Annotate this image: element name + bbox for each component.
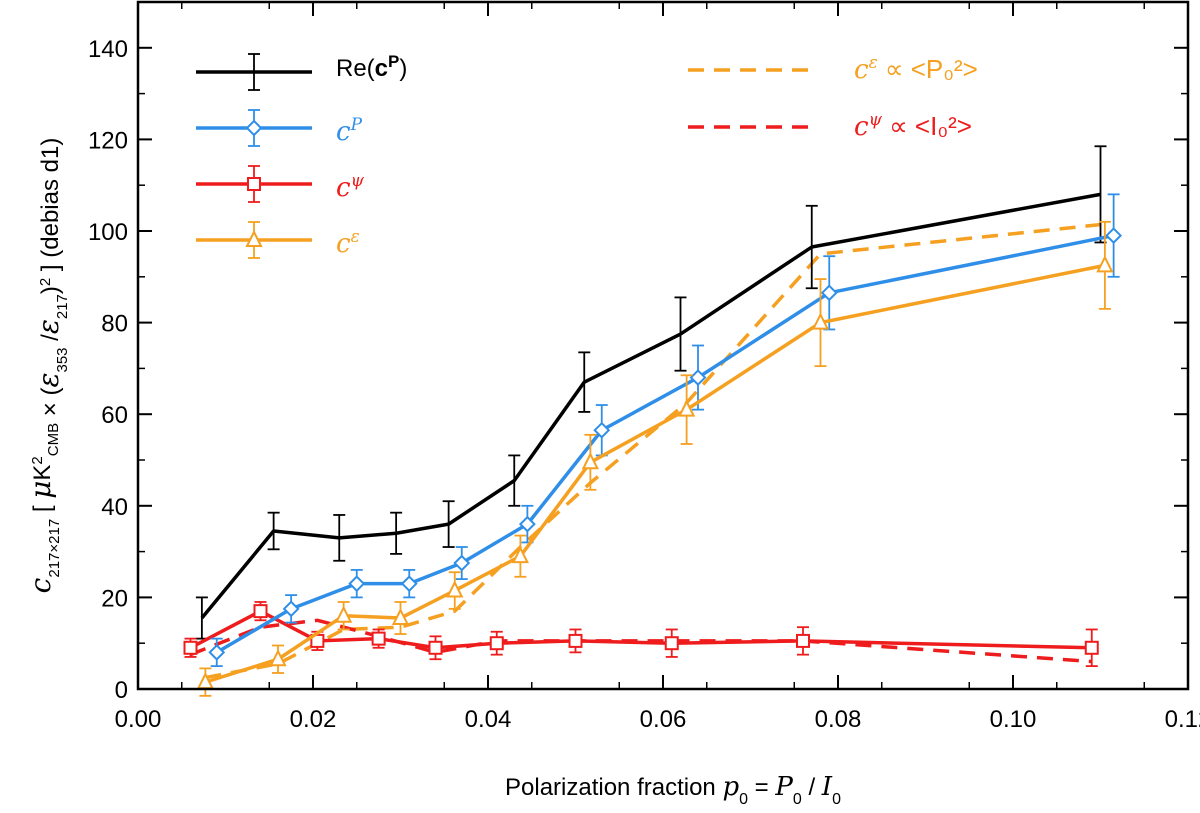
x-tick-label: 0.12 (1165, 706, 1200, 733)
data-point (820, 284, 838, 302)
data-point (1084, 640, 1099, 655)
legend-item: cψ (196, 165, 365, 203)
y-tick-label: 60 (101, 402, 128, 429)
y-tick-label: 80 (101, 311, 128, 338)
data-point (183, 640, 198, 655)
data-point (348, 575, 366, 593)
data-point (581, 452, 599, 470)
series-line (204, 263, 1106, 684)
x-tick-label: 0.06 (640, 706, 687, 733)
legend-label: Re(cP) (336, 52, 407, 83)
y-axis-label: c217×217 [ μK2CMB × (ε353 /ε217)2 ] (deb… (24, 138, 71, 594)
data-point (593, 421, 611, 439)
x-axis-label: Polarization fraction p0 = P0 / I0 (505, 772, 841, 808)
data-point (453, 554, 471, 572)
y-tick-label: 100 (88, 219, 128, 246)
series-c-epsilon (196, 220, 1114, 697)
legend-item: cP (196, 109, 363, 147)
data-point (208, 643, 226, 661)
y-tick-label: 20 (101, 585, 128, 612)
legend-marker (245, 229, 263, 247)
legend-marker (245, 119, 263, 137)
x-tick-label: 0.00 (115, 706, 162, 733)
data-point (511, 545, 529, 564)
data-point (282, 600, 300, 618)
y-tick-label: 40 (101, 494, 128, 521)
y-tick-label: 0 (115, 677, 128, 704)
series-line (200, 192, 1101, 620)
series-c-p (208, 193, 1123, 667)
legend-label: cψ ∝ <I₀²> (854, 110, 972, 142)
x-tick-label: 0.02 (290, 706, 337, 733)
legend-item-model: cε ∝ <P₀²> (688, 53, 978, 85)
axes: 0.00 0.02 0.04 0.06 0.08 0.10 0.12 0 20 40 60 80 100… (24, 2, 1200, 808)
data-point (664, 636, 679, 651)
plot-marks (183, 145, 1123, 697)
data-point (1105, 227, 1123, 244)
legend-label: cε ∝ <P₀²> (854, 53, 978, 85)
legend: Re(cP) cP cψ cε cε ∝ <P₀²> cψ ∝ <I₀²> (196, 52, 978, 259)
data-point (518, 515, 536, 533)
legend-label: cε (336, 227, 360, 259)
data-point (269, 648, 287, 667)
legend-item: cε (196, 221, 360, 259)
data-point (335, 605, 353, 623)
series-c-psi (183, 601, 1099, 667)
data-point (391, 607, 410, 626)
x-tick-label: 0.08 (815, 706, 862, 733)
data-point (253, 604, 268, 619)
legend-item-model: cψ ∝ <I₀²> (688, 110, 972, 142)
y-tick-label: 120 (88, 127, 128, 154)
series-line (189, 609, 1092, 650)
legend-label: cψ (336, 171, 365, 203)
legend-label: cP (336, 115, 363, 147)
x-tick-label: 0.04 (465, 706, 512, 733)
data-point (568, 633, 583, 648)
data-point (811, 312, 830, 330)
data-point (371, 631, 386, 646)
data-point (400, 575, 418, 593)
legend-item: Re(cP) (196, 52, 407, 91)
series-re-c-p- (195, 145, 1107, 640)
data-point (446, 580, 464, 598)
data-point (489, 636, 504, 651)
legend-marker (247, 177, 261, 191)
data-point (689, 369, 707, 386)
data-point (796, 633, 810, 648)
data-point (428, 640, 443, 655)
data-point (1096, 255, 1114, 273)
x-tick-label: 0.10 (990, 706, 1037, 733)
series-line (215, 233, 1114, 654)
y-tick-label: 140 (88, 36, 128, 63)
data-point (678, 399, 696, 417)
